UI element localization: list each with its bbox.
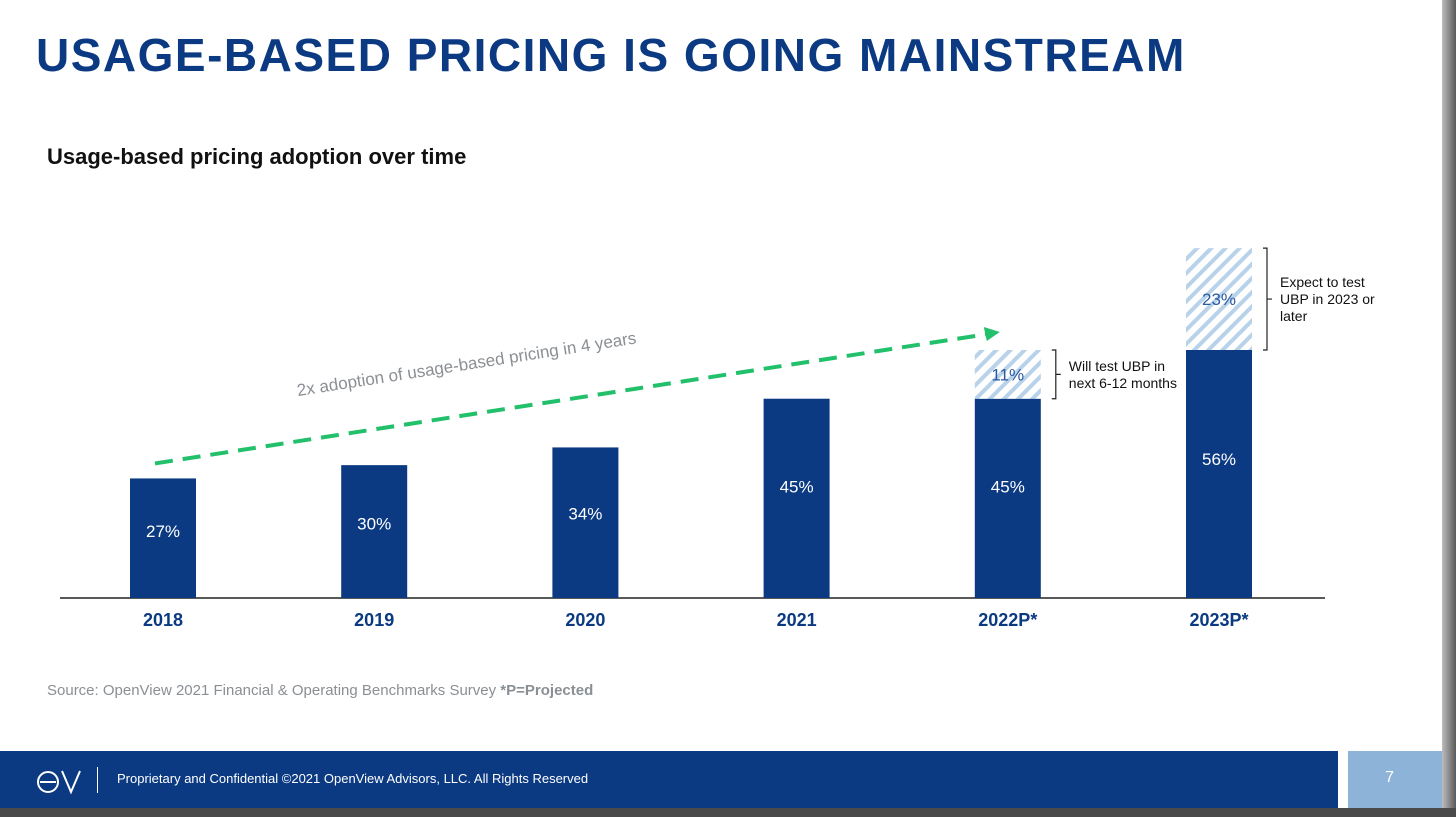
annotation-2022-note-line: next 6-12 months (1069, 375, 1177, 391)
bar-2021 (763, 398, 830, 598)
window-bottom-edge (0, 808, 1456, 817)
trend-arrow-line (154, 332, 989, 466)
bar-value-2019: 30% (357, 515, 391, 534)
annotation-2023-note: Expect to test UBP in 2023 or later (1280, 274, 1375, 324)
bar-2020 (552, 447, 619, 598)
projected-value-2022P*: 11% (991, 365, 1024, 384)
bar-2023P* (1186, 350, 1252, 598)
footer-copyright: Proprietary and Confidential ©2021 OpenV… (117, 771, 589, 786)
x-tick-2022P*: 2022P* (978, 610, 1037, 630)
bar-value-2020: 34% (568, 505, 602, 524)
bar-2019 (341, 465, 408, 598)
annotation-2023-note-line: Expect to test (1280, 274, 1365, 290)
annotation-2023-note-line: later (1280, 308, 1308, 324)
bar-value-2021: 45% (780, 477, 814, 496)
bar-value-2023P*: 56% (1202, 450, 1236, 469)
source-note: Source: OpenView 2021 Financial & Operat… (47, 682, 593, 699)
slide-title: USAGE-BASED PRICING IS GOING MAINSTREAM (36, 29, 1186, 81)
x-tick-2020: 2020 (565, 610, 605, 630)
annotation-2022-note: Will test UBP in next 6-12 months (1069, 358, 1177, 391)
bar-2018 (130, 478, 196, 598)
annotation-2022-note-line: Will test UBP in (1069, 358, 1165, 374)
openview-logo: OV (37, 770, 81, 795)
bar-value-2022P*: 45% (991, 477, 1025, 496)
x-tick-2019: 2019 (354, 610, 394, 630)
trend-label: 2x adoption of usage-based pricing in 4 … (296, 329, 638, 401)
window-right-edge (1442, 0, 1456, 817)
source-text: Source: OpenView 2021 Financial & Operat… (47, 682, 501, 699)
bar-value-2018: 27% (146, 522, 180, 541)
x-tick-2023P*: 2023P* (1189, 610, 1248, 630)
chart-subtitle: Usage-based pricing adoption over time (47, 144, 467, 169)
projected-note: *P=Projected (500, 682, 594, 699)
projected-bar-2023P* (1186, 248, 1252, 350)
page-number-box: 7 (1348, 751, 1442, 808)
page-number: 7 (1385, 769, 1394, 786)
annotation-2023-note-line: UBP in 2023 or (1280, 291, 1375, 307)
projected-bar-2022P* (974, 350, 1041, 399)
x-tick-2021: 2021 (777, 610, 817, 630)
bar-2022P* (974, 398, 1041, 598)
annotation-2022-bracket (1051, 349, 1061, 400)
footer-separator (97, 767, 98, 793)
footer-bar: OV Proprietary and Confidential ©2021 Op… (0, 751, 1338, 808)
annotation-2023-bracket (1263, 247, 1272, 351)
projected-value-2023P*: 23% (1202, 290, 1236, 309)
x-tick-2018: 2018 (143, 610, 183, 630)
trend-arrow-head (983, 327, 1000, 341)
bar-chart: 27% 2018 30% 2019 34% 2020 45% 2021 45% 11% 2022P*… (60, 247, 1375, 630)
